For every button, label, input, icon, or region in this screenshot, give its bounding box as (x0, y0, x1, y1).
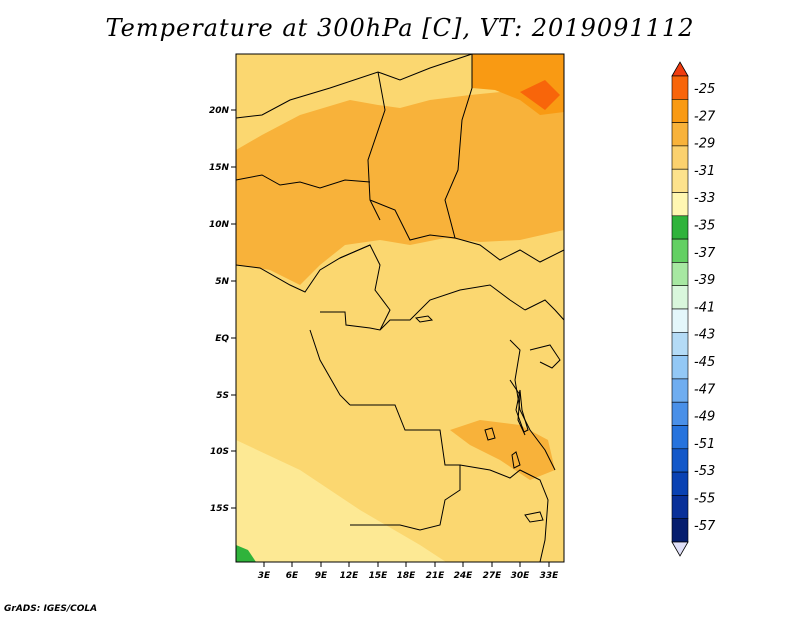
colorbar-label: -51 (694, 437, 715, 452)
warm-band (236, 88, 564, 285)
x-tick-label: 3E (258, 571, 271, 581)
colorbar-swatch (671, 308, 689, 333)
colorbar-swatch (671, 168, 689, 193)
cool-band-inner (236, 470, 400, 562)
x-tick-label: 30E (511, 571, 531, 581)
colorbar-label: -29 (694, 137, 715, 152)
colorbar-swatch (671, 192, 689, 217)
y-tick-label: 5S (216, 391, 229, 401)
colorbar-swatch (671, 285, 689, 310)
y-tick-label: 5N (215, 277, 229, 287)
y-tick-label: 10N (209, 220, 230, 230)
cold-patch (236, 545, 256, 562)
colorbar-swatch (671, 355, 689, 380)
colorbar-swatch (671, 518, 689, 543)
x-tick-label: 27E (483, 571, 503, 581)
colorbar-label: -45 (694, 355, 715, 370)
colorbar-label: -57 (694, 519, 716, 534)
colorbar-swatch (671, 122, 689, 147)
colorbar-swatch (671, 331, 689, 356)
x-tick-label: 9E (315, 571, 328, 581)
warm-patch-se (450, 420, 555, 480)
colorbar-swatch (671, 425, 689, 450)
x-tick-label: 6E (286, 571, 299, 581)
grads-credit: GrADS: IGES/COLA (4, 604, 98, 614)
y-tick-label: 10S (210, 447, 229, 457)
colorbar: -25 -27 -29 -31 -33 -35 -37 -39 -41 -43 -45 -47 -49 -… (671, 61, 716, 557)
chart-title: Temperature at 300hPa [C], VT: 201909111… (105, 14, 695, 42)
colorbar-swatch (671, 99, 689, 123)
colorbar-label: -25 (694, 82, 715, 97)
colorbar-swatch (671, 75, 689, 100)
x-axis: 3E 6E 9E 12E 15E 18E 21E 24E 27E 30E 33E (258, 562, 559, 581)
colorbar-label: -35 (694, 219, 715, 234)
colorbar-top-arrow (671, 61, 689, 77)
colorbar-label: -49 (694, 410, 715, 425)
colorbar-label: -39 (694, 273, 715, 288)
colorbar-swatch (671, 448, 689, 473)
colorbar-swatch (671, 262, 689, 286)
colorbar-label: -41 (694, 300, 715, 315)
y-axis: 20N 15N 10N 5N EQ 5S 10S 15S (209, 106, 236, 514)
colorbar-label: -53 (694, 464, 715, 479)
x-tick-label: 15E (369, 571, 389, 581)
colorbar-label: -31 (694, 164, 715, 179)
colorbar-label: -27 (694, 109, 716, 124)
x-tick-label: 33E (540, 571, 560, 581)
country-boundaries (235, 53, 565, 563)
y-tick-label: 20N (209, 106, 230, 116)
colorbar-swatch (671, 215, 689, 240)
colorbar-label: -47 (694, 382, 716, 397)
colorbar-label: -55 (694, 492, 715, 507)
colorbar-label: -37 (694, 246, 716, 261)
colorbar-label: -43 (694, 328, 715, 343)
colorbar-swatch (671, 471, 689, 496)
y-tick-label: 15N (209, 163, 230, 173)
colorbar-bottom-arrow (671, 541, 689, 557)
x-tick-label: 12E (340, 571, 360, 581)
colorbar-swatch (671, 378, 689, 403)
hot-spot (520, 80, 560, 110)
x-tick-label: 21E (426, 571, 446, 581)
x-tick-label: 18E (397, 571, 417, 581)
colorbar-swatch (671, 145, 689, 170)
y-tick-label: 15S (210, 504, 229, 514)
colorbar-swatch (671, 401, 689, 426)
colorbar-label: -33 (694, 191, 715, 206)
map-frame (235, 53, 565, 563)
colorbar-swatch (671, 495, 689, 519)
y-tick-label: EQ (215, 334, 229, 344)
lakes (414, 315, 544, 523)
x-tick-label: 24E (454, 571, 474, 581)
colorbar-swatch (671, 238, 689, 263)
